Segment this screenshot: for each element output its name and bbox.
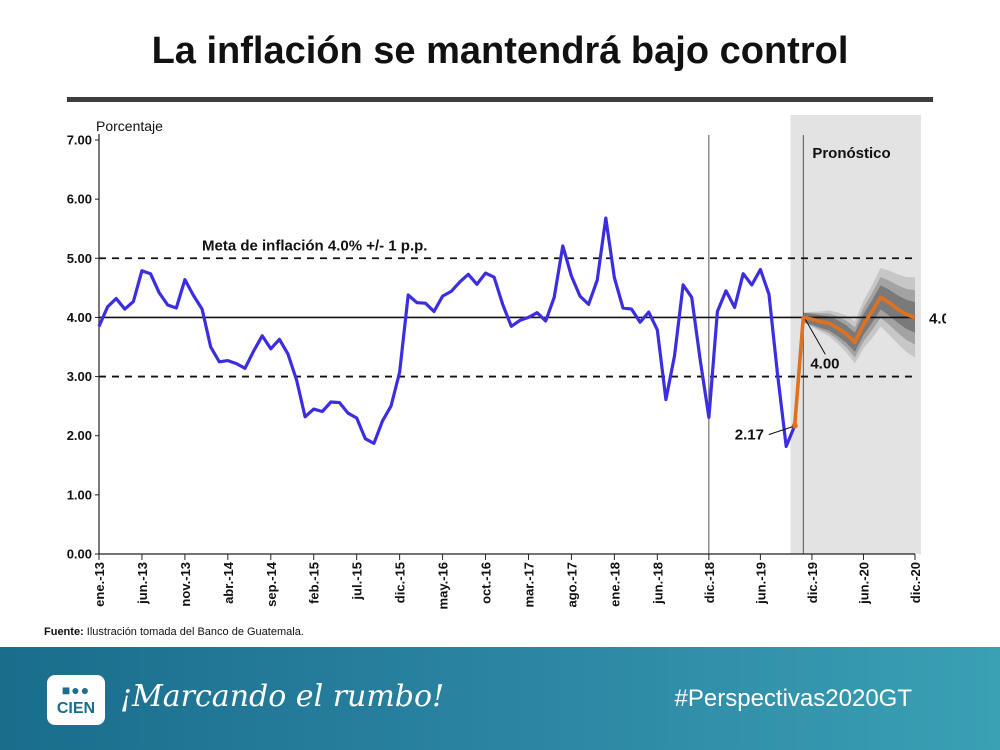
slide-title: La inflación se mantendrá bajo control — [151, 30, 849, 72]
x-tick-label: sep.-14 — [264, 561, 279, 607]
y-tick-label: 0.00 — [67, 547, 92, 562]
logo-text: CIEN — [56, 700, 96, 717]
y-tick-label: 1.00 — [67, 487, 92, 502]
x-tick-label: dic.-19 — [805, 562, 820, 603]
y-tick-label: 5.00 — [67, 251, 92, 266]
source-note: Fuente: Ilustración tomada del Banco de … — [44, 626, 304, 638]
annotation-217-leader — [768, 426, 793, 436]
title-divider — [67, 97, 933, 102]
historical-inflation-line — [97, 216, 797, 448]
x-tick-label: jul.-15 — [350, 562, 365, 601]
x-tick-label: nov.-13 — [178, 562, 193, 607]
x-tick-label: jun.-20 — [856, 562, 871, 605]
x-tick-label: mar.-17 — [521, 562, 536, 608]
forecast-label: Pronóstico — [812, 145, 890, 162]
footer-banner: ■●● CIEN ¡Marcando el rumbo! #Perspectiv… — [0, 647, 1000, 750]
y-axis-label: Porcentaje — [96, 118, 163, 134]
tagline: ¡Marcando el rumbo! — [120, 679, 445, 714]
x-tick-label: oct.-16 — [479, 562, 494, 604]
annotation-400-leader — [804, 319, 826, 355]
y-tick-label: 4.00 — [67, 310, 92, 325]
cien-logo: ■●● CIEN — [47, 675, 105, 725]
target-label: Meta de inflación 4.0% +/- 1 p.p. — [202, 237, 427, 254]
annotation-400-start: 4.00 — [810, 355, 839, 372]
y-tick-label: 6.00 — [67, 192, 92, 207]
x-tick-label: jun.-18 — [650, 562, 665, 605]
forecast-inflation-line — [792, 295, 916, 426]
annotation-217: 2.17 — [735, 427, 764, 444]
y-tick-label: 3.00 — [67, 369, 92, 384]
chart-container: 0.00 1.00 2.00 3.00 4.00 5.00 6.00 7.00 Porcenta… — [44, 110, 946, 622]
x-tick-label: abr.-14 — [221, 561, 236, 604]
x-tick-label: ene.-13 — [92, 562, 107, 607]
forecast-start-point — [791, 422, 798, 429]
x-tick-label: feb.-15 — [307, 562, 322, 604]
x-tick-label: ene.-18 — [607, 562, 622, 607]
x-tick-label: dic.-18 — [702, 562, 717, 603]
hashtag: #Perspectivas2020GT — [674, 685, 912, 712]
inflation-chart: 0.00 1.00 2.00 3.00 4.00 5.00 6.00 7.00 Porcenta… — [67, 115, 946, 609]
x-tick-label: may.-16 — [436, 562, 451, 609]
y-tick-label: 2.00 — [67, 428, 92, 443]
logo-mark: ■●● — [61, 682, 91, 698]
annotation-400-end: 4.00 — [929, 310, 946, 327]
source-label: Fuente: — [44, 626, 84, 638]
x-tick-label: jun.-19 — [753, 562, 768, 605]
x-tick-label: jun.-13 — [135, 562, 150, 605]
x-tick-label: ago.-17 — [564, 562, 579, 608]
source-text: Ilustración tomada del Banco de Guatemal… — [83, 626, 304, 638]
x-tick-label: dic.-15 — [393, 562, 408, 603]
y-tick-label: 7.00 — [67, 133, 92, 148]
x-tick-label: dic.-20 — [908, 562, 923, 603]
